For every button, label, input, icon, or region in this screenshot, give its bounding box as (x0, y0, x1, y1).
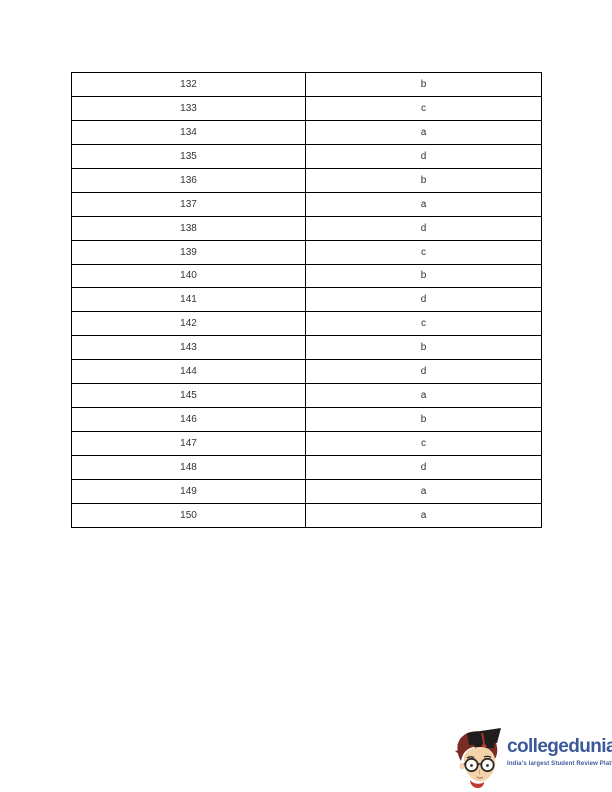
answer-cell: b (305, 335, 542, 361)
question-number-cell: 133 (71, 95, 306, 121)
answer-cell: d (305, 287, 542, 313)
table-row: 140 b (71, 263, 542, 289)
question-number-cell: 135 (71, 143, 306, 169)
answer-cell: c (305, 95, 542, 121)
table-row: 138 d (71, 215, 542, 241)
table-row: 134 a (71, 119, 542, 145)
answer-table: 132 b 133 c 134 a 135 d 136 b 137 a 138 … (71, 72, 542, 528)
table-row: 142 c (71, 311, 542, 337)
question-number-cell: 136 (71, 167, 306, 193)
question-number-cell: 144 (71, 359, 306, 385)
question-number-cell: 147 (71, 431, 306, 456)
table-row: 141 d (71, 287, 542, 313)
answer-cell: a (305, 478, 542, 504)
table-row: 133 c (71, 95, 542, 121)
answer-cell: b (305, 167, 542, 193)
collegedunia-mascot-icon (455, 728, 501, 788)
table-row: 136 b (71, 167, 542, 193)
question-number-cell: 143 (71, 335, 306, 361)
answer-table-body: 132 b 133 c 134 a 135 d 136 b 137 a 138 … (71, 72, 542, 528)
table-row: 139 c (71, 239, 542, 265)
table-row: 143 b (71, 335, 542, 361)
answer-cell: c (305, 311, 542, 337)
question-number-cell: 139 (71, 239, 306, 265)
brand-name: collegedunia (507, 736, 612, 757)
answer-cell: a (305, 383, 542, 409)
question-number-cell: 145 (71, 383, 306, 409)
answer-cell: b (305, 72, 542, 97)
table-row: 150 a (71, 502, 542, 528)
answer-cell: a (305, 119, 542, 145)
table-row: 145 a (71, 383, 542, 409)
answer-cell: d (305, 215, 542, 241)
question-number-cell: 134 (71, 119, 306, 145)
question-number-cell: 148 (71, 455, 306, 480)
answer-cell: d (305, 359, 542, 385)
question-number-cell: 146 (71, 407, 306, 433)
question-number-cell: 141 (71, 287, 306, 313)
answer-cell: a (305, 502, 542, 528)
answer-cell: b (305, 407, 542, 433)
question-number-cell: 138 (71, 215, 306, 241)
logo-text-block: collegedunia India's largest Student Rev… (507, 725, 612, 767)
question-number-cell: 142 (71, 311, 306, 337)
table-row: 149 a (71, 478, 542, 504)
table-row: 147 c (71, 431, 542, 456)
table-row: 146 b (71, 407, 542, 433)
question-number-cell: 132 (71, 72, 306, 97)
table-row: 144 d (71, 359, 542, 385)
answer-cell: d (305, 143, 542, 169)
answer-cell: d (305, 455, 542, 480)
question-number-cell: 149 (71, 478, 306, 504)
answer-cell: c (305, 239, 542, 265)
table-row: 135 d (71, 143, 542, 169)
table-row: 148 d (71, 455, 542, 480)
question-number-cell: 150 (71, 502, 306, 528)
question-number-cell: 140 (71, 263, 306, 289)
answer-cell: c (305, 431, 542, 456)
answer-cell: a (305, 191, 542, 217)
collegedunia-logo: collegedunia India's largest Student Rev… (453, 725, 612, 789)
table-row: 132 b (71, 72, 542, 97)
answer-cell: b (305, 263, 542, 289)
question-number-cell: 137 (71, 191, 306, 217)
table-row: 137 a (71, 191, 542, 217)
brand-tagline: India's largest Student Review Platform (507, 760, 612, 767)
